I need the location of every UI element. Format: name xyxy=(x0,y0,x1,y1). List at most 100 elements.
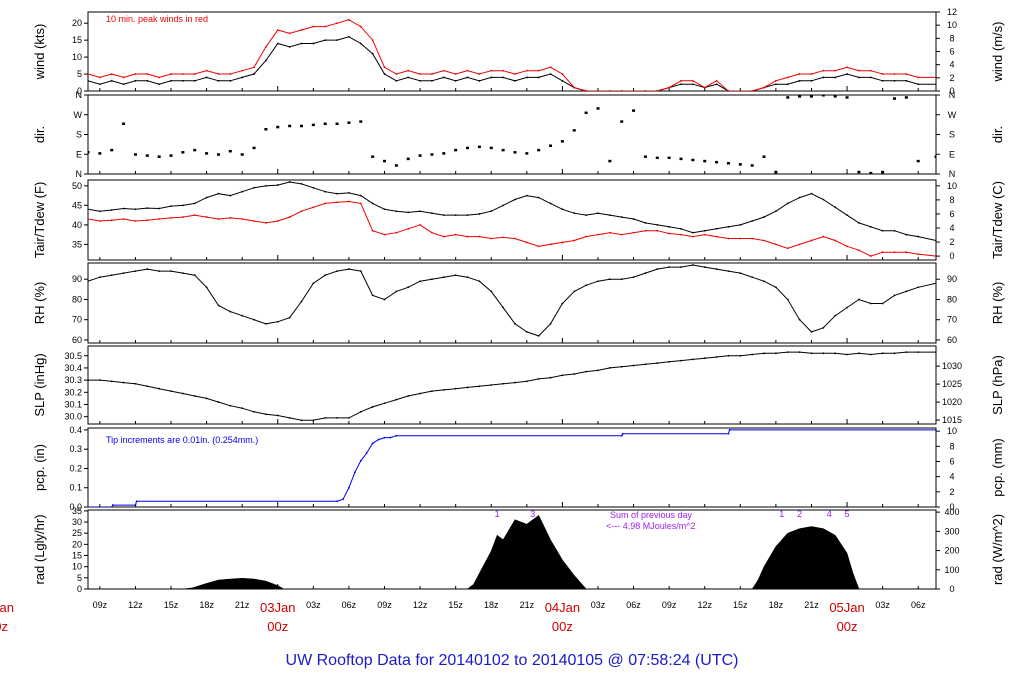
wind-point xyxy=(88,73,89,75)
temp-point xyxy=(229,194,232,197)
y-tick-label: 30.2 xyxy=(64,387,82,397)
dir-point xyxy=(643,155,647,158)
dir-point xyxy=(916,159,920,163)
wind-point xyxy=(454,73,457,75)
dir-point xyxy=(501,148,505,152)
panel-slp: 30.0 30.1 30.2 30.3 30.4 30.5 1015 1020 1025 1030… xyxy=(32,345,1005,425)
temp-point xyxy=(644,222,647,224)
panel-rh: 60 70 80 90 60 70 80 90 RH (%) RH (%) xyxy=(32,262,1005,345)
x-tick-label: 15z xyxy=(733,600,748,610)
rh-point xyxy=(810,330,813,333)
temp-point xyxy=(763,239,765,242)
wind-point xyxy=(715,79,718,82)
wind-point xyxy=(371,39,374,42)
temp-point xyxy=(88,208,89,211)
temp-point xyxy=(407,211,410,214)
temp-point xyxy=(869,255,872,257)
rh-point xyxy=(525,330,528,333)
temp-point xyxy=(608,214,611,217)
wind-point xyxy=(300,29,303,31)
temp-point xyxy=(727,237,730,240)
pcp-ylabel: pcp. (in) xyxy=(32,444,47,491)
right-y-tick-label: 4 xyxy=(949,472,954,482)
right-y-tick-label: 0 xyxy=(949,251,954,261)
slp-point xyxy=(549,376,552,379)
right-y-tick-label: N xyxy=(949,90,956,100)
daytime-mark: 2 xyxy=(797,509,802,519)
slp-point xyxy=(727,354,730,357)
temp-point xyxy=(205,196,208,199)
y-tick-label: 40 xyxy=(72,220,82,230)
dir-point xyxy=(371,155,375,158)
dir-point xyxy=(240,153,244,156)
dir-point xyxy=(216,153,220,156)
slp-point xyxy=(466,386,469,389)
temp-point xyxy=(763,216,765,218)
wind-point xyxy=(146,79,149,82)
temp-point xyxy=(917,253,920,256)
temp-point xyxy=(822,198,825,201)
temp-point xyxy=(490,237,493,240)
temp-point xyxy=(585,235,588,238)
dir-point xyxy=(620,120,624,123)
rh-ylabel-right: RH (%) xyxy=(990,282,1005,325)
temp-point xyxy=(597,212,599,215)
temp-point xyxy=(134,208,137,211)
y-tick-label: 10 xyxy=(72,52,82,62)
x-tick-label: 21z xyxy=(235,600,250,610)
wind-point xyxy=(573,86,576,89)
temp-point xyxy=(229,216,232,219)
pcp-point xyxy=(935,429,936,431)
x-tick-label: 15z xyxy=(448,600,463,610)
wind-point xyxy=(134,73,137,75)
slp-frame xyxy=(87,345,937,425)
pcp-point xyxy=(620,434,623,437)
wind-point xyxy=(774,79,777,82)
x-tick-label: 12z xyxy=(128,600,143,610)
temp-point xyxy=(620,216,623,218)
temp-point xyxy=(383,233,386,236)
dir-point xyxy=(394,164,398,167)
temp-point xyxy=(858,222,860,224)
wind-point xyxy=(395,79,398,82)
wind-point xyxy=(348,35,350,38)
slp-line-0 xyxy=(88,351,936,421)
temp-point xyxy=(691,235,694,238)
slp-point xyxy=(158,387,161,390)
pcp-point xyxy=(134,504,137,506)
rh-point xyxy=(846,306,848,309)
wind-point xyxy=(466,69,469,72)
dir-point xyxy=(335,122,339,126)
rh-ylabel: RH (%) xyxy=(32,282,47,325)
temp-point xyxy=(419,223,421,226)
wind-point xyxy=(858,76,860,79)
temp-point xyxy=(276,220,279,222)
slp-point xyxy=(917,351,920,353)
pcp-point xyxy=(728,429,731,431)
rh-point xyxy=(668,266,671,268)
dir-point xyxy=(133,153,137,156)
wind-point xyxy=(217,79,220,82)
rh-point xyxy=(656,268,659,270)
dir-point xyxy=(288,124,292,128)
pcp-ylabel-right: pcp. (mm) xyxy=(990,438,1005,497)
radiation-area xyxy=(88,514,936,589)
slp-point xyxy=(715,356,718,358)
dir-point xyxy=(667,156,671,160)
wind-point xyxy=(265,59,267,62)
dir-point xyxy=(560,140,564,143)
pcp-point xyxy=(727,432,730,435)
wind-point xyxy=(917,76,920,79)
temp-point xyxy=(739,223,742,226)
slp-ylabel: SLP (inHg) xyxy=(32,353,47,416)
x-tick-label: 06z xyxy=(911,600,926,610)
wind-frame xyxy=(87,11,937,92)
temp-line-0 xyxy=(88,181,936,241)
temp-series xyxy=(88,181,936,257)
temp-point xyxy=(786,247,789,250)
rh-point xyxy=(881,302,884,305)
temp-point xyxy=(935,239,936,242)
wind-point xyxy=(798,73,801,75)
y-tick-label: 15 xyxy=(72,35,82,45)
temp-point xyxy=(525,241,528,244)
